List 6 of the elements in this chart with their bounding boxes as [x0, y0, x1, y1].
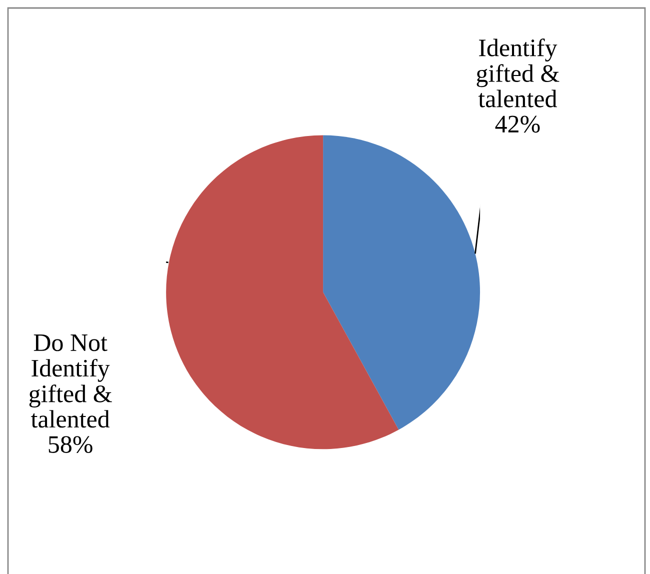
pie-slice [166, 135, 399, 450]
data-label: 58% [48, 436, 92, 454]
pie-slice [323, 135, 480, 430]
data-label: 42% [495, 116, 540, 133]
slice-label: Do Not Identify gifted & talented [29, 334, 112, 428]
slice-label: Identify gifted & talented [476, 38, 560, 108]
